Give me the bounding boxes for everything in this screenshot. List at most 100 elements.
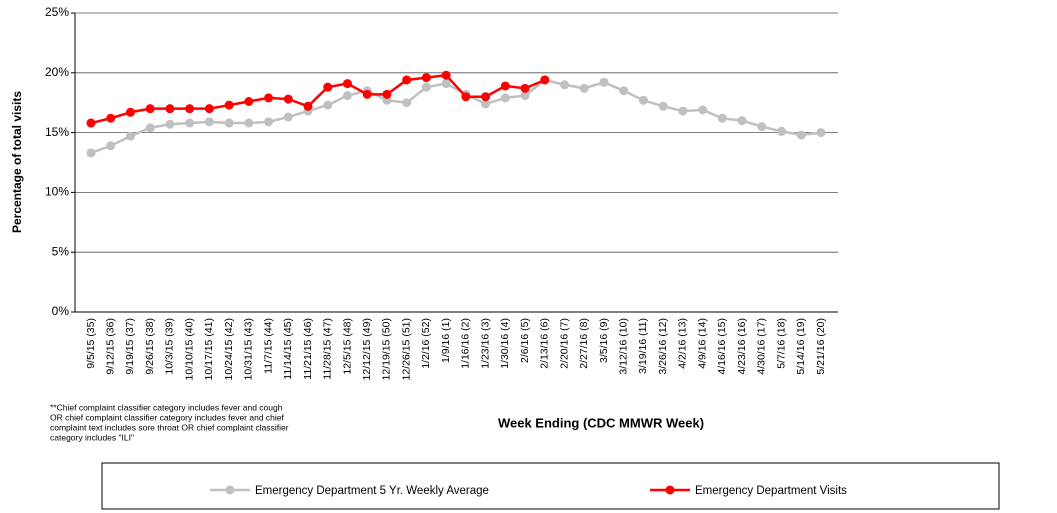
data-point (264, 117, 274, 127)
data-point (540, 75, 550, 85)
x-tick-label: 4/2/16 (13) (677, 318, 689, 369)
legend-marker (225, 485, 235, 495)
data-point (402, 98, 412, 108)
data-point (165, 119, 175, 129)
data-point (461, 92, 471, 102)
y-tick-label: 0% (52, 304, 70, 318)
x-tick-label: 12/19/15 (50) (381, 318, 393, 380)
data-point (737, 116, 747, 126)
footnote: complaint text includes sore throat OR c… (50, 422, 289, 432)
y-tick-label: 5% (52, 244, 70, 258)
x-tick-label: 9/12/15 (36) (105, 318, 117, 375)
data-point (402, 75, 412, 85)
x-tick-label: 2/13/16 (6) (539, 318, 551, 369)
x-tick-label: 1/16/16 (2) (460, 318, 472, 369)
data-point (717, 113, 727, 123)
x-tick-label: 10/17/15 (41) (203, 318, 215, 380)
data-point (323, 100, 333, 110)
x-tick-label: 3/19/16 (11) (637, 318, 649, 374)
x-tick-label: 4/23/16 (16) (736, 318, 748, 375)
y-tick-label: 15% (45, 125, 69, 139)
data-point (382, 89, 392, 99)
data-point (323, 82, 333, 92)
data-point (86, 148, 96, 158)
x-tick-label: 11/14/15 (45) (282, 318, 294, 380)
x-tick-label: 4/9/16 (14) (696, 318, 708, 369)
legend-label: Emergency Department Visits (695, 485, 847, 497)
data-point (757, 122, 767, 132)
y-tick-label: 20% (45, 65, 69, 79)
data-point (244, 97, 254, 107)
data-point (481, 99, 491, 109)
data-point (421, 82, 431, 92)
x-tick-label: 10/3/15 (39) (164, 318, 176, 375)
data-point (165, 104, 175, 114)
x-tick-label: 12/26/15 (51) (400, 318, 412, 380)
data-point (342, 91, 352, 101)
footnote: category includes "ILI" (50, 432, 134, 442)
x-tick-label: 10/10/15 (40) (183, 318, 195, 380)
data-point (658, 101, 668, 111)
data-point (362, 89, 372, 99)
data-point (303, 101, 313, 111)
x-tick-label: 9/5/15 (35) (85, 318, 97, 369)
data-point (145, 123, 155, 133)
y-tick-label: 25% (45, 5, 69, 19)
data-point (86, 118, 96, 128)
data-point (678, 106, 688, 116)
data-point (560, 80, 570, 90)
data-point (224, 100, 234, 110)
x-tick-label: 12/12/15 (49) (361, 318, 373, 380)
data-point (125, 107, 135, 117)
footnote: **Chief complaint classifier category in… (50, 402, 283, 412)
data-point (185, 118, 195, 128)
x-tick-label: 1/30/16 (4) (499, 318, 511, 369)
x-tick-label: 4/16/16 (15) (716, 318, 728, 375)
data-point (342, 79, 352, 89)
x-tick-label: 12/5/15 (48) (341, 318, 353, 375)
data-point (599, 77, 609, 87)
data-point (500, 81, 510, 91)
x-tick-label: 3/5/16 (9) (598, 318, 610, 363)
data-point (698, 105, 708, 115)
x-tick-label: 10/24/15 (42) (223, 318, 235, 380)
x-tick-label: 9/26/15 (38) (144, 318, 156, 375)
x-tick-label: 2/6/16 (5) (519, 318, 531, 363)
data-point (421, 73, 431, 83)
data-point (244, 118, 254, 128)
legend-marker (665, 485, 675, 495)
x-tick-label: 1/2/16 (52) (420, 318, 432, 369)
data-point (816, 128, 826, 138)
legend-box (101, 462, 1000, 510)
x-tick-label: 3/12/16 (10) (617, 318, 629, 375)
y-tick-label: 10% (45, 185, 69, 199)
legend-label: Emergency Department 5 Yr. Weekly Averag… (255, 485, 489, 497)
data-point (441, 79, 451, 89)
data-point (283, 112, 293, 122)
data-point (185, 104, 195, 114)
x-tick-label: 5/14/16 (19) (795, 318, 807, 375)
x-tick-label: 3/26/16 (12) (657, 318, 669, 375)
x-tick-label: 10/31/15 (43) (243, 318, 255, 380)
data-point (125, 131, 135, 141)
x-tick-label: 1/9/16 (1) (440, 318, 452, 363)
x-tick-label: 5/7/16 (18) (775, 318, 787, 369)
x-axis-label: Week Ending (CDC MMWR Week) (498, 415, 704, 430)
x-tick-label: 2/27/16 (8) (578, 318, 590, 369)
x-tick-label: 4/30/16 (17) (756, 318, 768, 375)
data-point (106, 113, 116, 123)
x-tick-label: 2/20/16 (7) (558, 318, 570, 369)
data-point (579, 83, 589, 93)
data-point (204, 117, 214, 127)
x-tick-label: 11/21/15 (46) (302, 318, 314, 380)
data-point (520, 83, 530, 93)
data-point (481, 92, 491, 102)
x-tick-label: 1/23/16 (3) (479, 318, 491, 369)
data-point (796, 130, 806, 140)
data-point (264, 93, 274, 103)
data-point (441, 70, 451, 80)
x-tick-label: 11/7/15 (44) (262, 318, 274, 374)
data-point (777, 126, 787, 136)
